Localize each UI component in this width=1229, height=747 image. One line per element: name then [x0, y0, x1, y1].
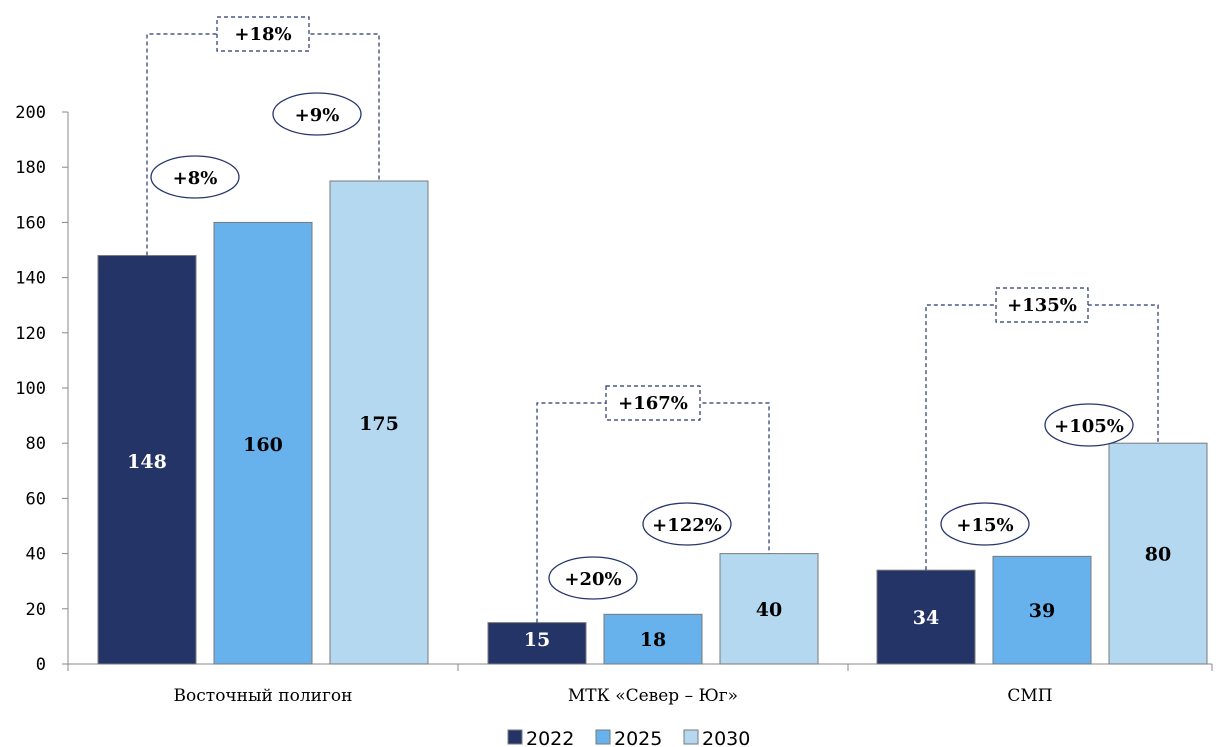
- total-change-box: [995, 287, 1089, 323]
- data-label: 160: [243, 434, 283, 456]
- y-tick-label: 100: [15, 379, 46, 399]
- y-tick-label: 80: [26, 434, 46, 454]
- data-label: 148: [127, 451, 167, 473]
- step-change-label: +15%: [956, 515, 1013, 536]
- bar-2022: [97, 255, 197, 665]
- data-label: 34: [913, 607, 939, 629]
- y-tick-label: 20: [26, 600, 46, 620]
- bar-2030: [329, 180, 429, 665]
- total-change-label: +167%: [618, 393, 688, 414]
- data-label: 175: [359, 413, 399, 435]
- legend-swatch-2030: [683, 729, 699, 745]
- bar-2025: [603, 613, 703, 665]
- y-tick-label: 120: [15, 324, 46, 344]
- step-change-label: +122%: [652, 515, 722, 536]
- data-label: 39: [1029, 600, 1055, 622]
- step-change-ellipse: [272, 92, 362, 136]
- step-change-ellipse: [940, 502, 1030, 546]
- category-label: Восточный полигон: [174, 686, 353, 706]
- step-change-label: +20%: [564, 569, 621, 590]
- step-change-label: +9%: [295, 105, 340, 126]
- bar-2030: [719, 553, 819, 665]
- y-tick-label: 0: [36, 655, 46, 675]
- category-label: МТК «Север – Юг»: [568, 686, 738, 706]
- bar-2025: [213, 221, 313, 665]
- legend-label: 2030: [702, 728, 750, 747]
- total-change-label: +18%: [234, 24, 291, 45]
- step-change-ellipse: [642, 502, 732, 546]
- total-change-label: +135%: [1007, 295, 1077, 316]
- step-change-ellipse: [150, 155, 240, 199]
- total-change-box: [216, 16, 310, 52]
- bracket-line: [536, 402, 770, 623]
- y-tick-label: 160: [15, 213, 46, 233]
- step-change-ellipse: [548, 556, 638, 600]
- data-label: 40: [756, 599, 782, 621]
- y-tick-label: 140: [15, 269, 46, 289]
- legend-label: 2022: [526, 728, 574, 747]
- bar-2025: [992, 555, 1092, 665]
- data-label: 18: [640, 629, 666, 651]
- bar-2030: [1108, 442, 1208, 665]
- data-label: 15: [524, 629, 550, 651]
- step-change-ellipse: [1044, 403, 1134, 447]
- y-tick-label: 40: [26, 545, 46, 565]
- step-change-label: +8%: [173, 168, 218, 189]
- category-label: СМП: [1007, 686, 1052, 706]
- y-tick-label: 180: [15, 158, 46, 178]
- data-label: 80: [1145, 544, 1171, 566]
- total-change-box: [605, 385, 701, 421]
- legend-label: 2025: [614, 728, 662, 747]
- legend-swatch-2022: [507, 729, 523, 745]
- y-tick-label: 200: [15, 103, 46, 123]
- legend-swatch-2025: [595, 729, 611, 745]
- step-change-label: +105%: [1054, 416, 1124, 437]
- y-tick-label: 60: [26, 489, 46, 509]
- bar-2022: [487, 622, 587, 665]
